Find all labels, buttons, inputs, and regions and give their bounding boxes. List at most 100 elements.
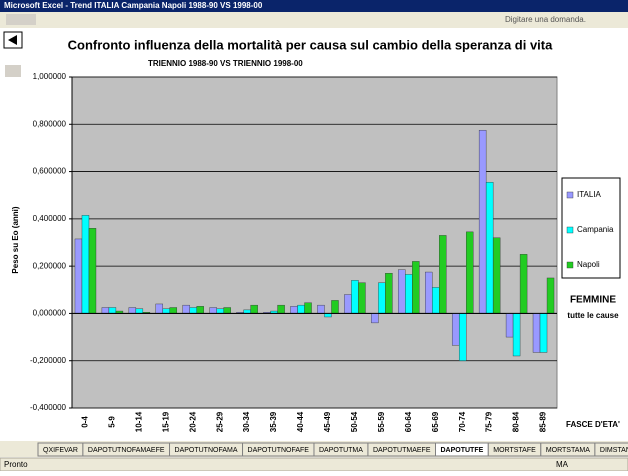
status-text: Pronto bbox=[4, 460, 28, 469]
bar bbox=[88, 228, 97, 314]
legend-swatch bbox=[566, 261, 574, 269]
x-tick-label: 0-4 bbox=[81, 416, 90, 428]
legend-swatch bbox=[566, 191, 574, 199]
x-tick-label: 25-29 bbox=[215, 411, 224, 432]
bar bbox=[196, 306, 204, 314]
sheet-tab[interactable]: DAPOTUTNOFAMAEFE bbox=[88, 447, 165, 454]
bar bbox=[398, 269, 406, 314]
sheet-tab-box[interactable] bbox=[594, 442, 628, 457]
status-mode: MA bbox=[556, 460, 569, 469]
print-icon[interactable] bbox=[5, 65, 21, 77]
bar bbox=[108, 307, 117, 314]
y-tick-label: -0,200000 bbox=[30, 356, 67, 365]
bar bbox=[223, 307, 231, 314]
bar bbox=[351, 280, 359, 314]
bar bbox=[425, 271, 433, 314]
bar bbox=[324, 313, 332, 318]
bar bbox=[385, 273, 393, 314]
bar bbox=[512, 313, 521, 357]
y-tick-label: -0,400000 bbox=[30, 403, 67, 412]
bar bbox=[297, 304, 305, 314]
annotation: tutte le cause bbox=[567, 311, 619, 320]
sheet-tab[interactable]: DAPOTUTNOFAFE bbox=[248, 447, 310, 454]
y-axis-label: Peso su Eo (anni) bbox=[11, 206, 20, 273]
bar bbox=[344, 294, 352, 314]
x-tick-label: 5-9 bbox=[108, 416, 117, 428]
y-tick-label: 0,000000 bbox=[33, 309, 67, 318]
sheet-tab[interactable]: MORTSTAMA bbox=[546, 447, 590, 454]
chart-subtitle: TRIENNIO 1988-90 VS TRIENNIO 1998-00 bbox=[148, 59, 303, 68]
x-tick-label: 35-39 bbox=[269, 411, 278, 432]
bar bbox=[182, 304, 190, 314]
bar bbox=[135, 308, 144, 314]
chart-title: Confronto influenza della mortalità per … bbox=[68, 37, 553, 52]
bar bbox=[243, 309, 251, 314]
bar bbox=[317, 304, 325, 314]
bar bbox=[532, 313, 541, 353]
bar bbox=[539, 313, 548, 353]
bar bbox=[358, 282, 366, 314]
bar bbox=[505, 313, 514, 338]
y-tick-label: 1,000000 bbox=[33, 72, 67, 81]
sheet-tab[interactable]: MORTSTAFE bbox=[493, 447, 536, 454]
plot-area bbox=[71, 76, 558, 409]
x-tick-label: 55-59 bbox=[377, 411, 386, 432]
bar bbox=[519, 254, 528, 314]
sheet-tab[interactable]: DAPOTUTMA bbox=[319, 447, 363, 454]
bar bbox=[155, 303, 164, 314]
bar bbox=[478, 129, 487, 314]
legend-label: Napoli bbox=[577, 260, 600, 269]
sheet-tab[interactable]: QXIFEVAR bbox=[43, 447, 78, 454]
legend-swatch bbox=[566, 226, 574, 234]
toolbar-icons[interactable] bbox=[6, 14, 36, 25]
bar bbox=[458, 313, 467, 361]
x-tick-label: 65-69 bbox=[431, 411, 440, 432]
sheet-tab[interactable]: DAPOTUTFE bbox=[441, 447, 484, 454]
y-tick-label: 0,800000 bbox=[33, 119, 67, 128]
bar bbox=[439, 235, 447, 314]
bar bbox=[81, 215, 90, 314]
x-tick-label: 30-34 bbox=[242, 411, 251, 432]
bar bbox=[492, 237, 501, 314]
x-tick-label: 85-89 bbox=[539, 411, 548, 432]
sheet-tab[interactable]: DIMSTANDMF bbox=[600, 447, 628, 454]
x-tick-label: 50-54 bbox=[350, 411, 359, 432]
x-tick-label: 40-44 bbox=[296, 411, 305, 432]
bar bbox=[412, 261, 420, 314]
x-tick-label: 70-74 bbox=[458, 411, 467, 432]
back-arrow bbox=[8, 35, 17, 45]
annotation: FEMMINE bbox=[570, 295, 616, 306]
bar bbox=[101, 307, 110, 314]
bar bbox=[209, 307, 217, 314]
bar bbox=[290, 306, 298, 314]
y-tick-label: 0,400000 bbox=[33, 214, 67, 223]
search-box[interactable]: Digitare una domanda. bbox=[505, 15, 586, 24]
bar bbox=[405, 274, 413, 314]
y-tick-label: 0,600000 bbox=[33, 167, 67, 176]
sheet-tab[interactable]: DAPOTUTMAEFE bbox=[373, 447, 431, 454]
bar bbox=[277, 304, 285, 314]
toolbar bbox=[0, 12, 628, 28]
bar bbox=[250, 304, 258, 314]
x-tick-label: 75-79 bbox=[485, 411, 494, 432]
bar bbox=[304, 302, 312, 314]
bar bbox=[74, 238, 83, 314]
bar bbox=[216, 308, 224, 314]
y-tick-label: 0,200000 bbox=[33, 261, 67, 270]
sheet-tab[interactable]: DAPOTUTNOFAMA bbox=[175, 447, 238, 454]
x-axis-label: FASCE D'ETA' bbox=[566, 420, 620, 429]
legend-label: ITALIA bbox=[577, 190, 602, 199]
legend-label: Campania bbox=[577, 225, 614, 234]
x-tick-label: 10-14 bbox=[134, 411, 143, 432]
bar bbox=[371, 313, 379, 324]
bar bbox=[189, 307, 197, 314]
bar bbox=[546, 277, 555, 314]
bar bbox=[451, 313, 460, 346]
x-tick-label: 15-19 bbox=[161, 411, 170, 432]
bar bbox=[331, 300, 339, 314]
bar bbox=[378, 282, 386, 314]
status-bar bbox=[0, 457, 628, 472]
window-title: Microsoft Excel - Trend ITALIA Campania … bbox=[4, 1, 263, 10]
x-tick-label: 45-49 bbox=[323, 411, 332, 432]
bar bbox=[485, 182, 494, 314]
